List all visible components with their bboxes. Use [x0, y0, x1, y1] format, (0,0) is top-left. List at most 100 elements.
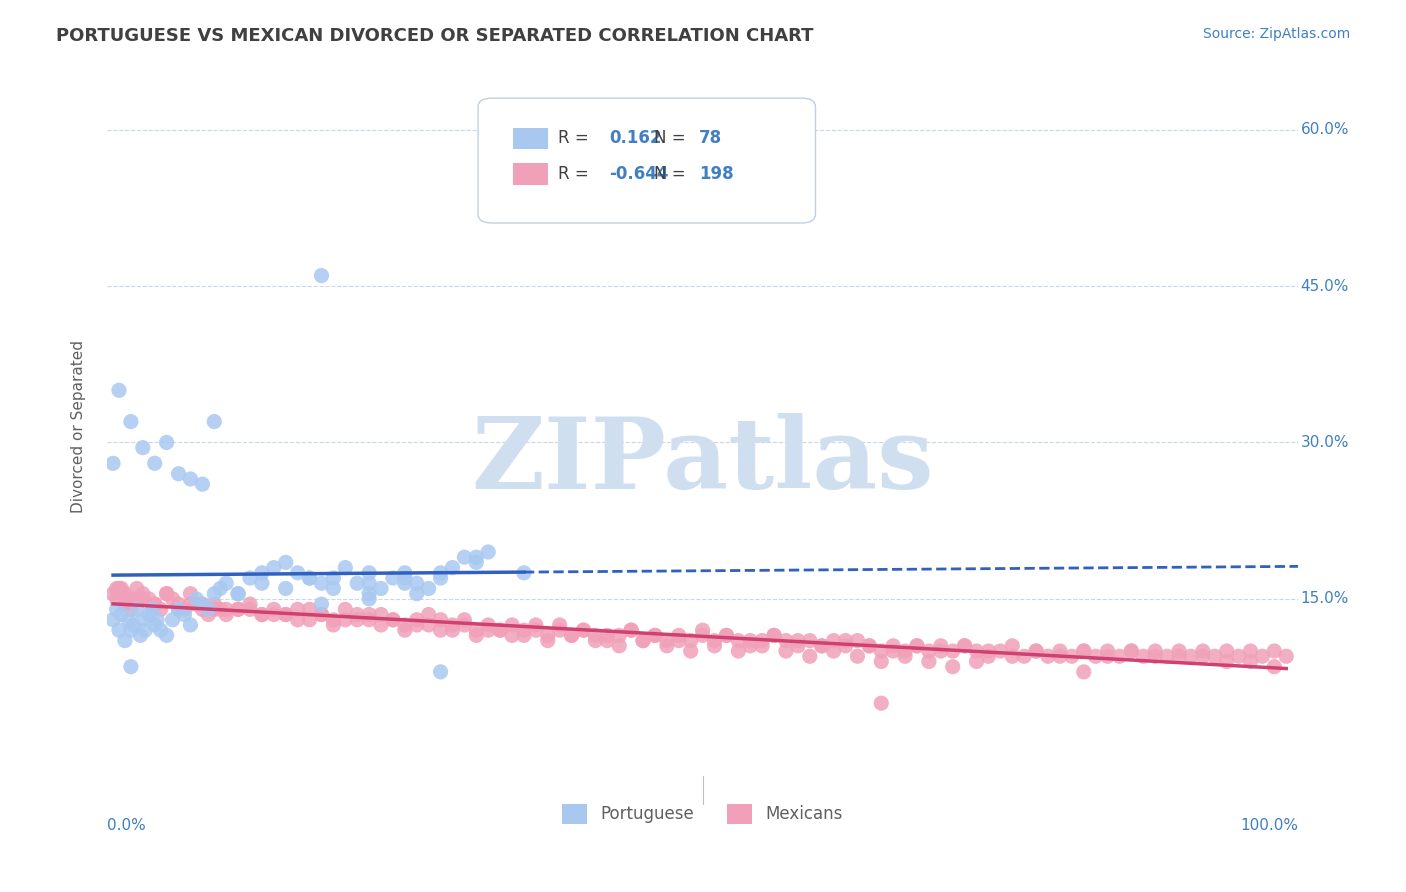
Point: [513, 623, 536, 637]
Y-axis label: Divorced or Separated: Divorced or Separated: [72, 341, 86, 513]
Point: [250, 566, 273, 580]
Point: [929, 639, 952, 653]
Point: [751, 639, 773, 653]
Point: [122, 618, 145, 632]
Point: [537, 628, 560, 642]
Point: [105, 602, 128, 616]
Text: PORTUGUESE VS MEXICAN DIVORCED OR SEPARATED CORRELATION CHART: PORTUGUESE VS MEXICAN DIVORCED OR SEPARA…: [56, 27, 814, 45]
Point: [394, 566, 416, 580]
Point: [263, 607, 285, 622]
Point: [179, 587, 201, 601]
Point: [215, 602, 238, 616]
Text: 30.0%: 30.0%: [1301, 435, 1348, 450]
Point: [1275, 649, 1298, 664]
Point: [596, 628, 619, 642]
Point: [1049, 649, 1071, 664]
Point: [561, 628, 583, 642]
Point: [322, 582, 344, 596]
Point: [311, 576, 333, 591]
Point: [429, 566, 451, 580]
Text: 100.0%: 100.0%: [1240, 818, 1298, 833]
Point: [870, 696, 893, 710]
Point: [870, 644, 893, 658]
Point: [441, 618, 464, 632]
Point: [335, 560, 357, 574]
Point: [101, 456, 124, 470]
Point: [405, 613, 427, 627]
Point: [298, 613, 321, 627]
Point: [834, 633, 856, 648]
Point: [1239, 644, 1261, 658]
Point: [477, 623, 499, 637]
Point: [631, 633, 654, 648]
Point: [668, 628, 690, 642]
Point: [453, 618, 475, 632]
Point: [1036, 649, 1059, 664]
Point: [191, 602, 214, 616]
Point: [810, 639, 832, 653]
Point: [287, 566, 309, 580]
Point: [465, 628, 488, 642]
Point: [202, 602, 225, 616]
Point: [990, 644, 1012, 658]
Point: [418, 582, 440, 596]
Point: [537, 633, 560, 648]
Point: [1073, 665, 1095, 679]
Point: [197, 607, 219, 622]
Point: [394, 618, 416, 632]
Point: [125, 582, 148, 596]
Point: [101, 587, 124, 601]
Point: [668, 633, 690, 648]
Point: [524, 623, 547, 637]
Point: [359, 587, 381, 601]
Point: [716, 628, 738, 642]
Point: [359, 576, 381, 591]
Point: [1180, 649, 1202, 664]
Point: [173, 607, 195, 622]
Point: [1168, 644, 1191, 658]
Point: [146, 613, 169, 627]
Point: [287, 602, 309, 616]
Point: [513, 628, 536, 642]
Point: [405, 576, 427, 591]
Point: [274, 607, 297, 622]
Text: R =: R =: [558, 129, 589, 147]
Point: [298, 571, 321, 585]
Text: 15.0%: 15.0%: [1301, 591, 1348, 607]
Point: [644, 628, 666, 642]
Point: [1084, 649, 1107, 664]
Point: [966, 655, 988, 669]
Point: [679, 633, 702, 648]
Point: [596, 633, 619, 648]
Point: [1239, 655, 1261, 669]
Point: [156, 628, 179, 642]
Point: [179, 597, 201, 611]
Point: [173, 602, 195, 616]
Point: [143, 456, 166, 470]
Point: [918, 644, 941, 658]
Point: [834, 639, 856, 653]
Point: [679, 644, 702, 658]
Point: [202, 415, 225, 429]
Point: [692, 628, 714, 642]
Text: Source: ZipAtlas.com: Source: ZipAtlas.com: [1202, 27, 1350, 41]
Point: [125, 602, 148, 616]
Point: [929, 644, 952, 658]
Point: [322, 613, 344, 627]
Point: [1227, 649, 1250, 664]
Point: [120, 415, 142, 429]
Point: [918, 655, 941, 669]
Point: [226, 587, 249, 601]
Point: [197, 602, 219, 616]
Point: [786, 633, 808, 648]
Point: [489, 623, 512, 637]
Point: [394, 623, 416, 637]
Point: [186, 591, 208, 606]
Point: [179, 472, 201, 486]
Point: [346, 613, 368, 627]
Point: [1108, 649, 1130, 664]
Point: [882, 639, 904, 653]
Point: [117, 613, 139, 627]
Point: [209, 602, 232, 616]
Point: [274, 607, 297, 622]
